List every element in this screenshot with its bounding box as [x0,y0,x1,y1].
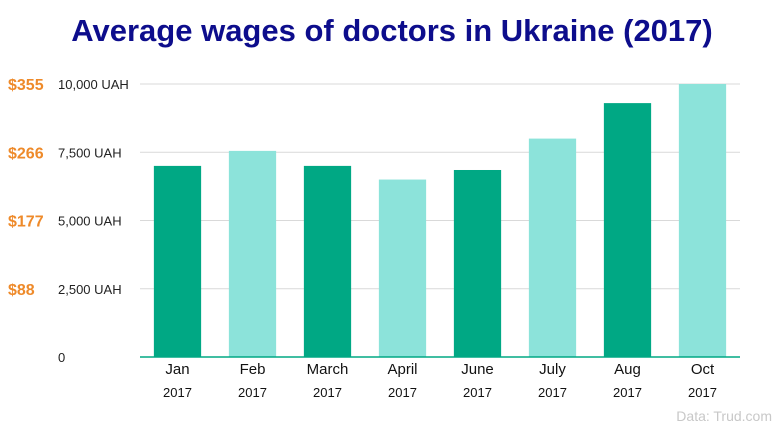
source-note: Data: Trud.com [676,408,772,424]
y-tick-usd-label: $88 [8,282,35,299]
y-tick-label: 7,500 UAH [58,145,122,160]
x-tick-label: Oct [691,361,715,378]
x-axis-tick-labels: Jan 2017 Feb 2017 March 2017 April 2017 June 2017… [163,361,717,400]
bar [603,103,652,357]
x-tick-label: Aug [614,361,641,378]
y-axis-tick-labels: 0 2,500 UAH 5,000 UAH 7,500 UAH 10,000 UAH [58,77,129,365]
bar [303,165,352,357]
y-tick-usd-label: $266 [8,145,44,162]
usd-tick-labels: $88 $177 $266 $355 [8,77,44,299]
x-tick-label: April [387,361,417,378]
y-tick-usd-label: $355 [8,77,44,94]
bar [153,165,202,357]
bar [528,138,577,357]
x-tick-year-label: 2017 [613,385,642,400]
x-tick-year-label: 2017 [313,385,342,400]
bar [378,179,427,357]
y-tick-usd-label: $177 [8,214,44,231]
x-tick-label: June [461,361,494,378]
y-tick-label: 0 [58,350,65,365]
x-tick-year-label: 2017 [388,385,417,400]
bar [228,150,277,357]
y-tick-label: 5,000 UAH [58,214,122,229]
x-tick-year-label: 2017 [238,385,267,400]
x-tick-year-label: 2017 [538,385,567,400]
x-tick-label: Jan [165,361,189,378]
y-tick-label: 2,500 UAH [58,282,122,297]
bar [453,169,502,357]
x-tick-label: March [307,361,349,378]
bars [153,84,727,357]
x-tick-year-label: 2017 [163,385,192,400]
x-tick-label: Feb [240,361,266,378]
bar [678,84,727,357]
chart-title: Average wages of doctors in Ukraine (201… [71,13,712,48]
x-tick-label: July [539,361,566,378]
y-tick-label: 10,000 UAH [58,77,129,92]
x-tick-year-label: 2017 [463,385,492,400]
x-tick-year-label: 2017 [688,385,717,400]
